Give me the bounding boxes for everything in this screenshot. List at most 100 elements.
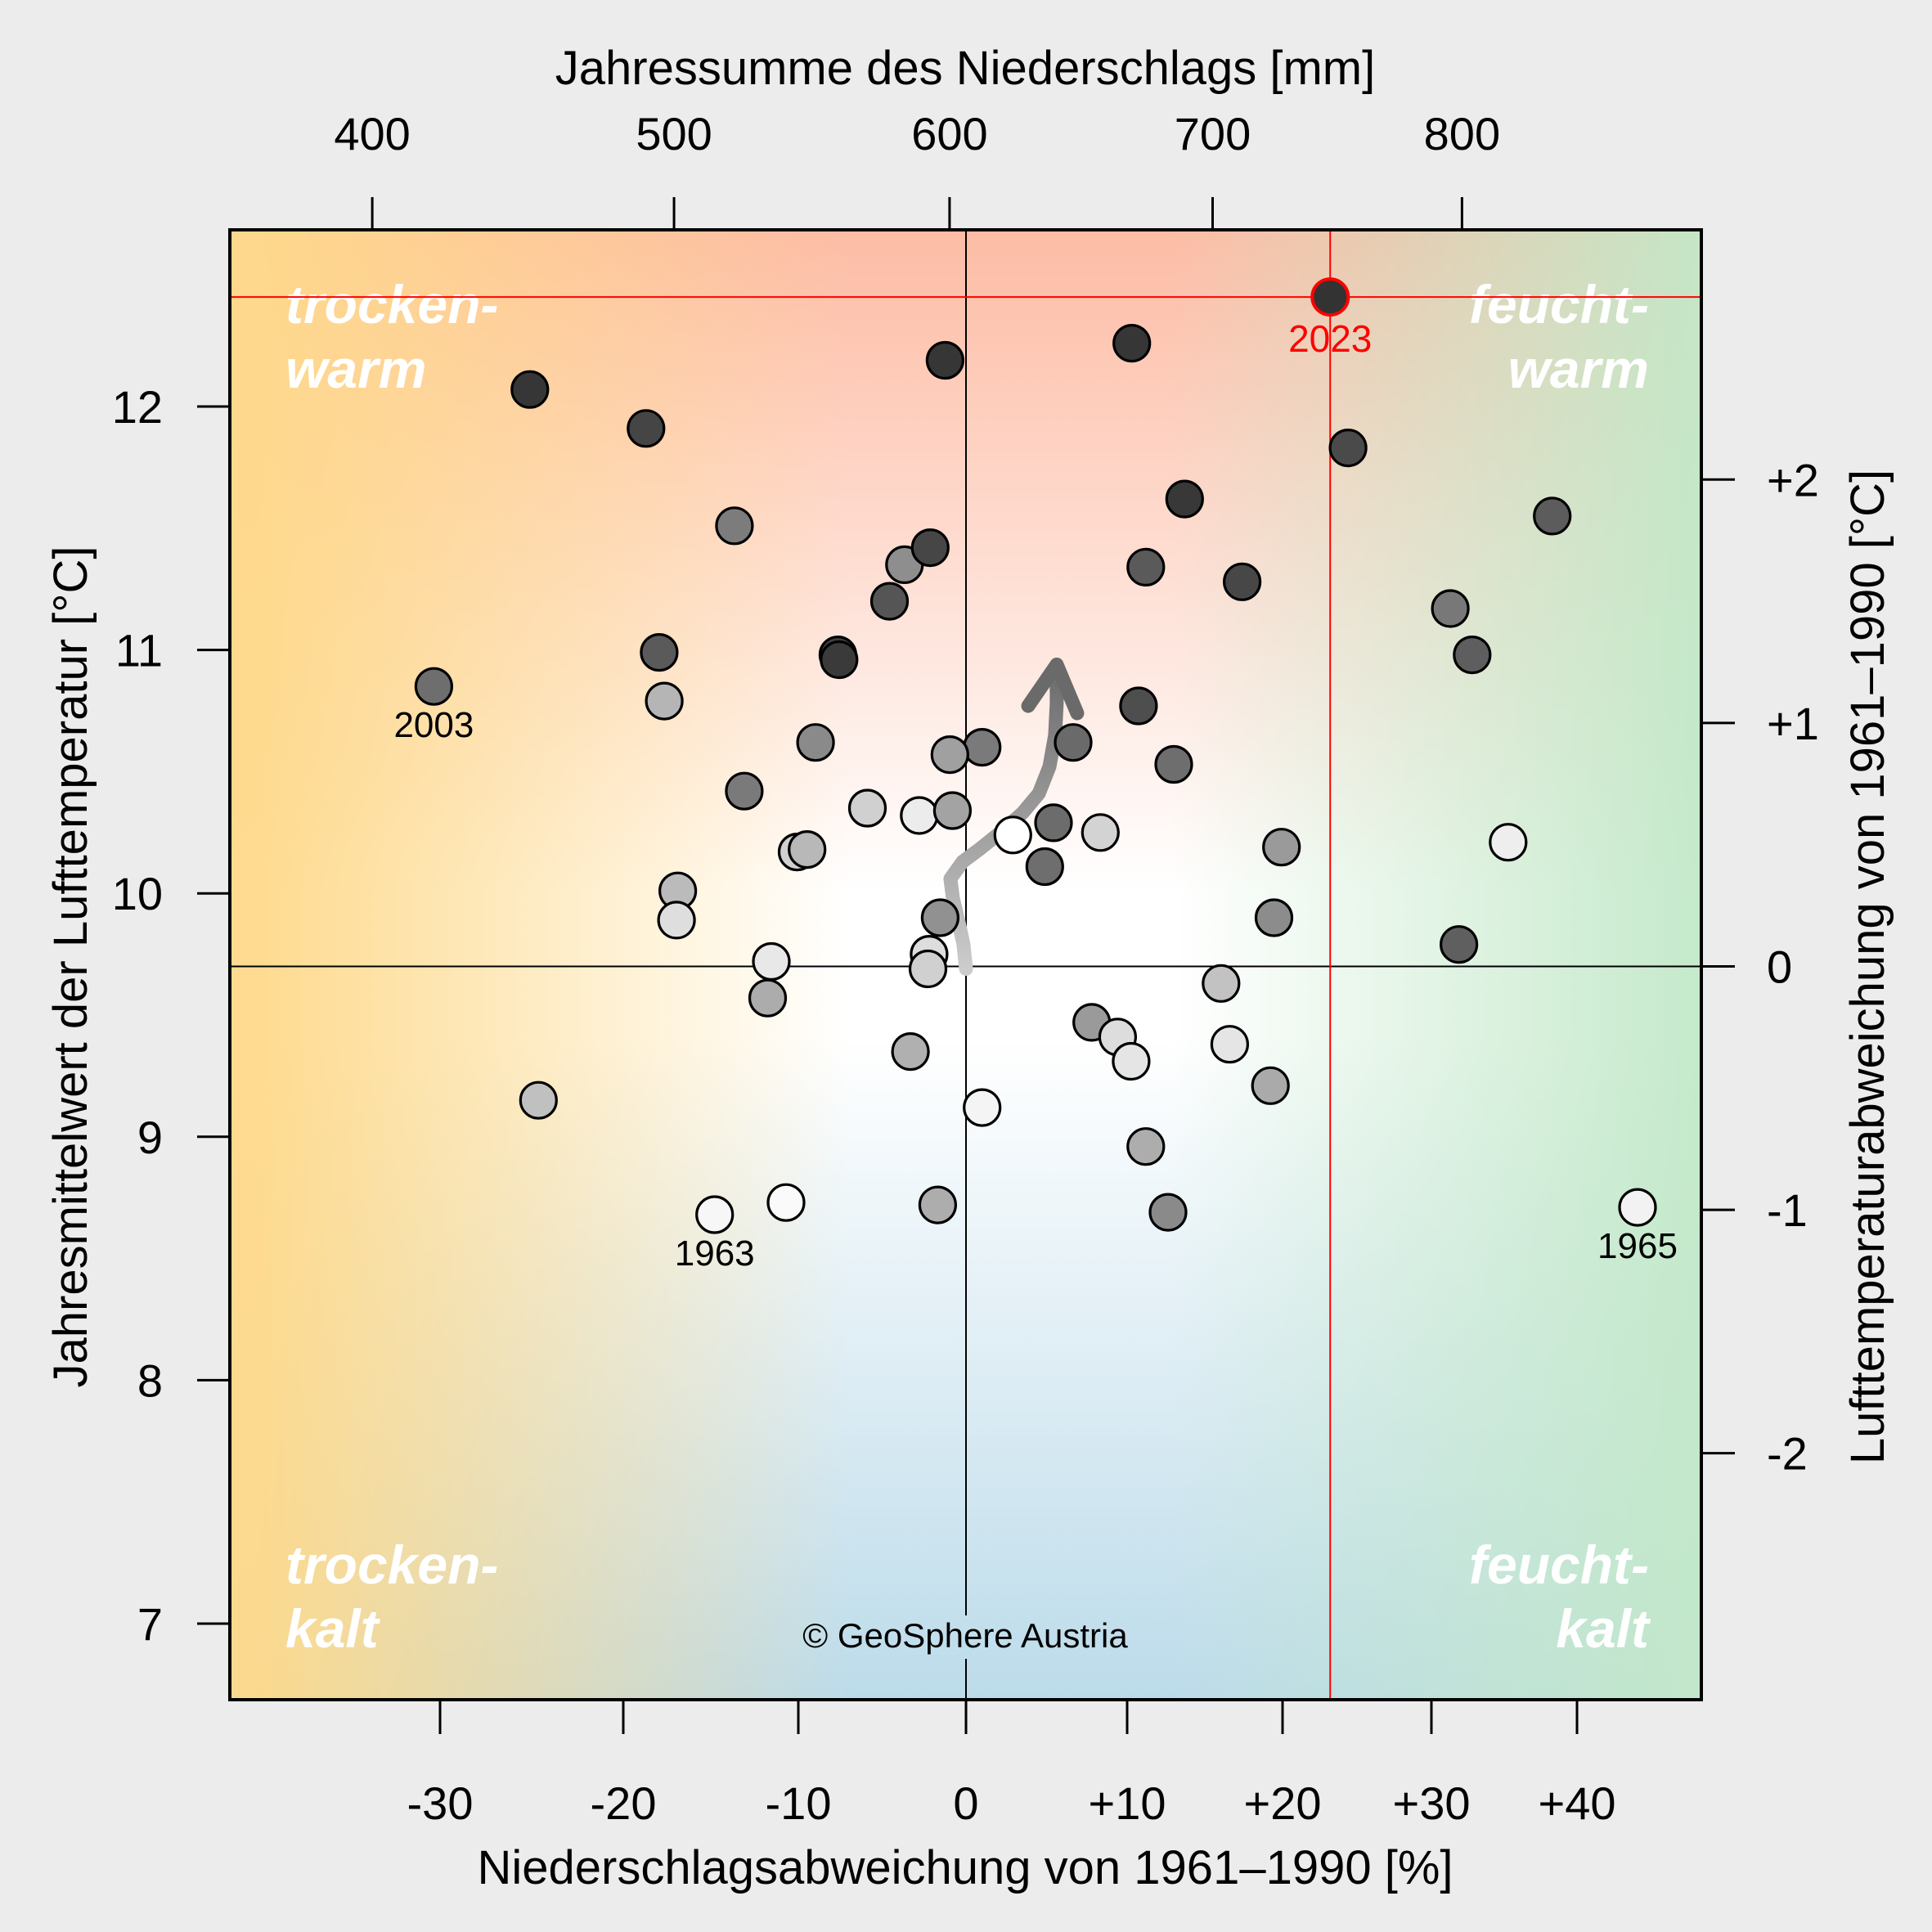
data-point: [627, 409, 666, 448]
copyright-credit: © GeoSphere Austria: [802, 1616, 1128, 1655]
highlight-2023: 2023: [1288, 277, 1372, 360]
x-top-tick-label: 800: [1424, 108, 1500, 160]
data-point: [918, 1185, 958, 1224]
y-axis-right-title: Lufttemperaturabweichung von 1961–1990 […: [1841, 470, 1894, 1464]
x-axis-bottom-title: Niederschlagsabweichung von 1961–1990 [%…: [477, 1841, 1453, 1894]
data-point: [1254, 898, 1294, 937]
year-labels: 2003 1963 1965: [393, 705, 1677, 1274]
data-point: [766, 1183, 806, 1222]
data-point: [910, 528, 950, 568]
data-point: [900, 796, 939, 835]
highlight-data-point: [1310, 277, 1350, 317]
quadrant-label-top-left-line1: trocken-: [285, 274, 498, 335]
y-right-tick-label: 0: [1767, 941, 1792, 992]
quadrant-label-top-left-line2: warm: [285, 339, 426, 399]
data-point: [1222, 562, 1262, 601]
quadrant-label-bottom-left-line1: trocken-: [285, 1534, 498, 1595]
y-right-tick-label: -2: [1767, 1428, 1808, 1480]
data-point: [1251, 1066, 1290, 1105]
data-point: [1489, 823, 1528, 862]
reference-lines: [230, 230, 1701, 1700]
y-tick-label: 10: [112, 868, 163, 919]
data-point: [695, 1195, 735, 1234]
data-point: [1618, 1188, 1657, 1227]
x-tick-label: 0: [953, 1777, 978, 1829]
y-tick-label: 9: [137, 1112, 163, 1163]
y-tick-label: 11: [115, 625, 163, 676]
data-point: [645, 681, 684, 721]
data-point: [748, 978, 788, 1018]
y-tick-label: 7: [137, 1598, 163, 1650]
data-point: [1328, 428, 1368, 468]
data-point: [1210, 1025, 1250, 1064]
x-tick-label: -20: [591, 1777, 657, 1829]
data-point: [1081, 813, 1120, 852]
quadrant-label-top-right-line1: feucht-: [1469, 274, 1649, 335]
x-top-tick-label: 600: [911, 108, 987, 160]
data-point: [796, 723, 835, 762]
data-point: [1112, 324, 1152, 363]
data-point: [1533, 496, 1572, 536]
data-point: [993, 815, 1032, 855]
quadrant-label-bottom-right-line2: kalt: [1556, 1598, 1651, 1659]
data-point: [510, 370, 550, 409]
y-right-tick-label: +1: [1767, 698, 1819, 749]
data-point: [788, 829, 827, 869]
data-point: [869, 582, 910, 621]
data-point: [963, 727, 1002, 767]
quadrant-label-top-right-line2: warm: [1508, 339, 1649, 399]
y-axis-left-title: Jahresmittelwert der Lufttemperatur [°C]: [44, 546, 97, 1388]
x-axis-top: 400 500 600 700 800: [334, 108, 1500, 230]
x-tick-label: +10: [1089, 1777, 1166, 1829]
x-axis-top-title: Jahressumme des Niederschlags [mm]: [555, 42, 1375, 95]
data-point: [1112, 1041, 1151, 1081]
year-label-1965: 1965: [1597, 1226, 1678, 1266]
data-point: [1202, 964, 1241, 1003]
data-point: [1148, 1193, 1188, 1232]
data-point: [920, 898, 960, 937]
x-top-tick-label: 500: [636, 108, 712, 160]
year-label-1963: 1963: [675, 1233, 755, 1274]
data-point: [1126, 1127, 1166, 1166]
x-axis-bottom: -30 -20 -10 0 +10 +20 +30 +40: [407, 1700, 1616, 1829]
data-point: [1054, 723, 1093, 762]
data-point: [657, 901, 696, 940]
data-point: [519, 1081, 558, 1120]
trend-arrow-head: [1021, 657, 1085, 721]
x-top-tick-label: 700: [1175, 108, 1251, 160]
y-right-tick-label: -1: [1767, 1184, 1808, 1236]
data-point: [1439, 925, 1479, 964]
data-point: [1025, 847, 1064, 887]
data-point: [725, 771, 764, 811]
data-point: [1165, 479, 1204, 519]
data-point: [930, 735, 969, 775]
data-point: [908, 949, 948, 989]
x-tick-label: -30: [407, 1777, 474, 1829]
data-point: [715, 506, 754, 546]
x-tick-label: +30: [1393, 1777, 1471, 1829]
data-point: [1126, 547, 1166, 587]
year-label-2023: 2023: [1288, 317, 1372, 360]
data-point: [1154, 744, 1193, 784]
data-point: [1431, 589, 1470, 628]
x-top-tick-label: 400: [334, 108, 410, 160]
data-point: [640, 632, 679, 672]
quadrant-label-bottom-right-line1: feucht-: [1469, 1534, 1649, 1595]
data-point: [820, 640, 859, 680]
data-point: [963, 1088, 1002, 1127]
data-point: [752, 941, 791, 982]
y-right-tick-label: +2: [1767, 454, 1819, 505]
data-point: [1119, 686, 1158, 726]
data-point: [932, 791, 973, 830]
data-point: [1262, 828, 1301, 867]
data-point: [1453, 635, 1492, 675]
quadrant-labels: trocken- warm feucht- warm trocken- kalt…: [285, 274, 1651, 1659]
data-point: [847, 789, 887, 828]
data-point: [414, 667, 454, 706]
y-tick-label: 8: [137, 1355, 163, 1406]
data-point: [925, 340, 965, 380]
data-point: [1034, 803, 1073, 842]
y-axis-left: 7 8 9 10 11 12: [112, 381, 230, 1650]
x-tick-label: +40: [1539, 1777, 1616, 1829]
